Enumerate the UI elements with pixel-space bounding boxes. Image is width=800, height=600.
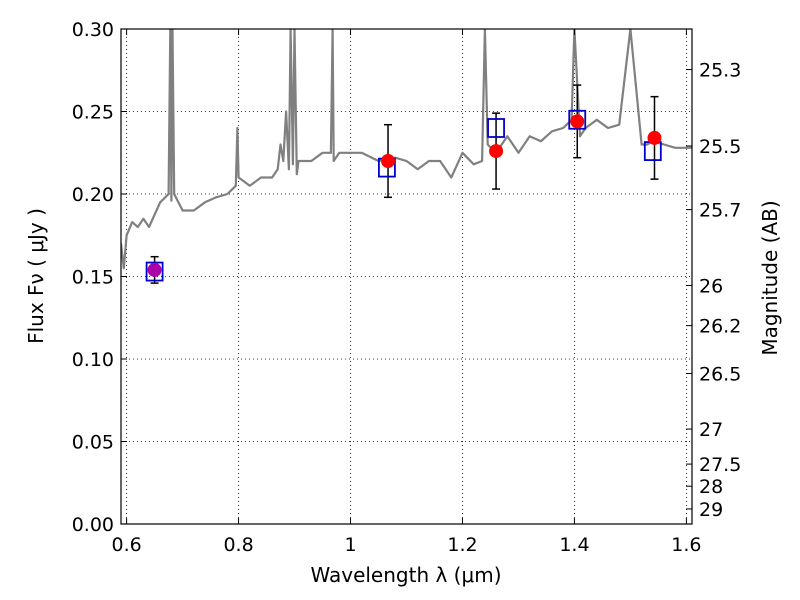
y-tick-label: 0.15 (72, 267, 114, 289)
y-tick-label: 0.20 (72, 184, 114, 206)
spectrum-line (121, 29, 692, 270)
error-bars (150, 84, 659, 284)
x-tick-label: 1.4 (559, 534, 589, 556)
y-tick-label: 0.25 (72, 102, 114, 124)
y2-axis-label: Magnitude (AB) (758, 200, 782, 355)
y-tick-label: 0.30 (72, 19, 114, 41)
model-spectrum (121, 29, 692, 270)
mag-tick-label: 25.7 (699, 200, 741, 222)
mag-tick-label: 25.3 (699, 60, 741, 82)
model-point (145, 261, 164, 282)
model-point (487, 118, 505, 138)
observed-point (489, 144, 504, 159)
mag-tick-label: 25.5 (699, 136, 741, 158)
x-axis-label: Wavelength λ (μm) (310, 563, 501, 587)
mag-tick-label: 28 (699, 476, 723, 498)
axis-ticks (121, 28, 692, 525)
mag-tick-label: 27.5 (699, 454, 741, 476)
y-tick-label: 0.00 (72, 514, 114, 536)
observed-point (570, 114, 585, 129)
observed-point (147, 262, 162, 277)
y-tick-label: 0.05 (72, 432, 114, 454)
x-tick-label: 0.6 (111, 534, 141, 556)
x-tick-label: 1.6 (671, 534, 701, 556)
mag-tick-label: 27 (699, 419, 723, 441)
observed-point (647, 130, 662, 145)
x-tick-label: 1.2 (447, 534, 477, 556)
y-tick-label: 0.10 (72, 349, 114, 371)
mag-tick-label: 26 (699, 276, 723, 298)
mag-tick-label: 26.2 (699, 316, 741, 338)
x-tick-label: 0.8 (223, 534, 253, 556)
mag-tick-label: 26.5 (699, 364, 741, 386)
tick-labels: 0.6 0.8 1 1.2 1.4 1.6 0.00 0.05 0.10 0.15 0.20 0.25… (72, 19, 742, 556)
grid (121, 28, 692, 525)
plot-frame (120, 28, 693, 525)
y-axis-label: Flux Fν ( μJy ) (24, 208, 48, 344)
mag-tick-label: 29 (699, 499, 723, 521)
observed-points (147, 114, 662, 277)
model-point (568, 109, 587, 130)
observed-point (381, 154, 396, 168)
x-tick-label: 1 (344, 534, 356, 556)
